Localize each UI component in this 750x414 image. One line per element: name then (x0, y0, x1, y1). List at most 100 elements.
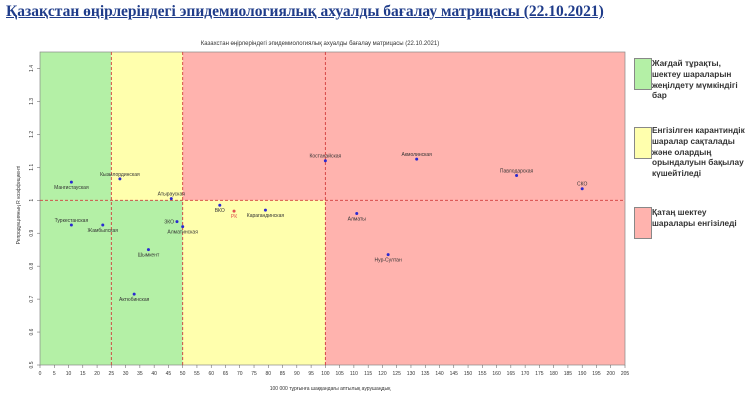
x-tick-label-195: 195 (592, 371, 601, 377)
x-tick-label-160: 160 (492, 371, 501, 377)
y-tick-label-6: 1.1 (29, 164, 35, 171)
x-tick-label-190: 190 (578, 371, 587, 377)
x-tick-label-15: 15 (80, 371, 86, 377)
x-tick-label-70: 70 (237, 371, 243, 377)
x-tick-label-95: 95 (308, 371, 314, 377)
x-tick-label-35: 35 (137, 371, 143, 377)
legend-label-green: Жағдай тұрақты, шектеу шараларын жеңілде… (652, 58, 738, 101)
x-tick-label-200: 200 (607, 371, 616, 377)
x-tick-label-185: 185 (564, 371, 573, 377)
zone-3 (111, 52, 183, 201)
x-tick-label-130: 130 (407, 371, 416, 377)
x-tick-label-20: 20 (94, 371, 100, 377)
legend-swatch-red (634, 207, 652, 239)
point-16 (515, 174, 519, 178)
zone-4 (182, 200, 326, 365)
legend-swatch-yellow (634, 127, 652, 159)
point-label-0: Мангистауская (54, 185, 89, 191)
zone-2 (111, 200, 183, 365)
zone-0 (40, 200, 112, 365)
x-tick-label-75: 75 (251, 371, 257, 377)
point-label-12: Костанайская (309, 153, 341, 160)
point-9 (218, 203, 222, 207)
x-tick-label-105: 105 (335, 371, 344, 377)
x-tick-label-205: 205 (621, 371, 630, 377)
x-tick-label-110: 110 (350, 371, 358, 377)
point-14 (355, 211, 359, 215)
point-label-10: РК (231, 214, 237, 220)
x-tick-label-155: 155 (478, 371, 487, 377)
x-axis-label: 100 000 тұрғынға шаққандағы аптылық ауру… (270, 386, 391, 392)
x-tick-label-5: 5 (53, 371, 56, 377)
point-0 (69, 180, 73, 184)
chart-title: Казахстан өңірлеріндегі эпидемиологиялық… (201, 41, 439, 47)
point-label-8: Актюбинская (119, 297, 150, 303)
y-tick-label-2: 0.7 (29, 295, 35, 302)
point-4 (101, 223, 105, 227)
y-tick-label-7: 1.2 (29, 131, 35, 138)
x-tick-label-45: 45 (166, 371, 172, 377)
x-tick-label-170: 170 (521, 371, 530, 377)
x-tick-label-140: 140 (435, 371, 444, 377)
point-label-6: Алматинская (167, 230, 198, 236)
point-15 (386, 253, 390, 257)
x-tick-label-25: 25 (109, 371, 115, 377)
x-tick-label-55: 55 (194, 371, 200, 377)
legend-swatch-green (634, 58, 652, 90)
x-tick-label-150: 150 (464, 371, 473, 377)
x-tick-label-65: 65 (223, 371, 229, 377)
axis-ticks: 0 5 10 15 20 25 30 35 40 45 50 55 60 65 70 75 80 85 90 95 10… (29, 65, 629, 377)
point-label-4: Жамбылская (88, 228, 119, 234)
y-tick-label-8: 1.3 (29, 98, 35, 105)
x-tick-label-40: 40 (151, 371, 157, 377)
x-tick-label-10: 10 (66, 371, 72, 377)
zone-1 (40, 52, 112, 201)
x-tick-label-180: 180 (549, 371, 558, 377)
point-label-1: Кызылординская (100, 172, 140, 178)
x-tick-label-115: 115 (364, 371, 372, 377)
y-tick-label-1: 0.6 (29, 328, 35, 335)
plot-frame (39, 51, 626, 366)
x-tick-label-60: 60 (208, 371, 214, 377)
point-11 (263, 208, 267, 212)
y-tick-label-3: 0.8 (29, 262, 35, 269)
y-tick-label-4: 0.9 (29, 230, 35, 237)
y-tick-label-5: 1 (29, 199, 35, 202)
point-label-15: Нур-Султан (375, 258, 402, 264)
point-label-9: ВКО (215, 208, 225, 214)
threshold-lines (40, 52, 625, 365)
zone-5 (182, 52, 625, 201)
x-tick-label-85: 85 (280, 371, 286, 377)
x-tick-label-0: 0 (39, 371, 42, 377)
point-8 (132, 292, 136, 296)
x-tick-label-120: 120 (378, 371, 387, 377)
point-label-13: Акмолинская (401, 152, 432, 158)
x-tick-label-165: 165 (507, 371, 516, 377)
y-axis-label: Репродукцияның R коэффициенті (16, 166, 22, 245)
point-5 (175, 220, 179, 224)
x-tick-label-90: 90 (294, 371, 300, 377)
x-tick-label-50: 50 (180, 371, 186, 377)
point-17 (580, 187, 584, 191)
point-6 (181, 225, 185, 229)
y-tick-label-9: 1.4 (29, 65, 35, 72)
point-label-3: Туркестанская (55, 218, 89, 224)
x-tick-label-125: 125 (393, 371, 402, 377)
legend-label-red: Қатаң шектеу шаралары енгізіледі (652, 207, 737, 228)
point-12 (323, 159, 327, 163)
point-label-7: Шымкент (138, 253, 160, 259)
x-tick-label-100: 100 (321, 371, 330, 377)
y-tick-label-0: 0.5 (29, 361, 35, 368)
x-tick-label-30: 30 (123, 371, 129, 377)
x-tick-label-175: 175 (535, 371, 544, 377)
point-label-5: ЗКО (164, 220, 174, 226)
point-label-11: Карагандинская (247, 213, 285, 219)
point-2 (169, 197, 173, 201)
zone-backgrounds (39, 51, 626, 366)
region-points: Мангистауская Кызылординская Атырауская Тур… (54, 152, 587, 303)
point-label-2: Атырауская (158, 192, 186, 198)
point-label-16: Павлодарская (500, 169, 534, 175)
point-label-14: Алматы (348, 216, 367, 222)
slide-title: Қазақстан өңірлеріндегі эпидемиологиялық… (6, 3, 604, 20)
